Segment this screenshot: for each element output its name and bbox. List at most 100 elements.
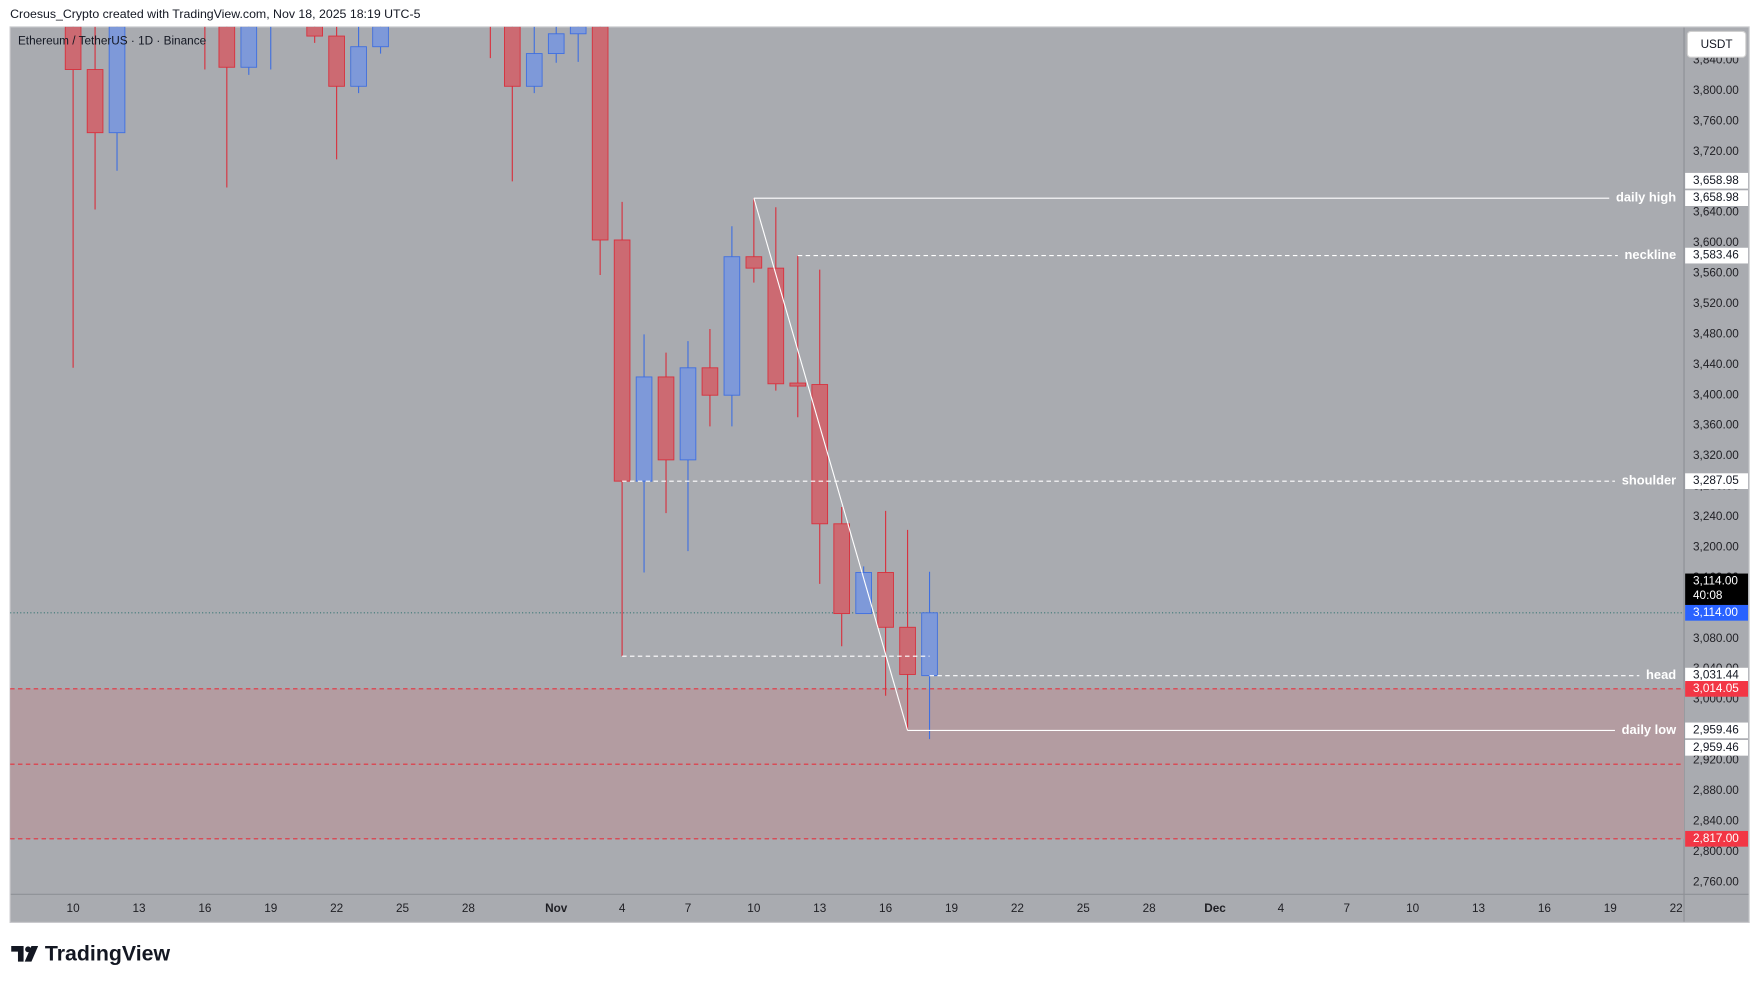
level-tag-label: 3,031.44 — [1693, 669, 1739, 682]
y-tick-label: 3,600.00 — [1693, 236, 1739, 249]
x-tick-label: 22 — [1670, 902, 1683, 915]
candle-body — [86, 69, 104, 134]
candle-body — [108, 26, 126, 134]
plot — [10, 0, 1685, 840]
candle-body — [679, 367, 697, 461]
y-tick-label: 2,920.00 — [1693, 754, 1739, 767]
candle-body — [525, 53, 543, 87]
x-tick-label: 7 — [1343, 902, 1350, 915]
y-tick-label: 3,520.00 — [1693, 297, 1739, 310]
price-tag-label: 3,014.05 — [1693, 682, 1739, 695]
candle-body — [482, 0, 498, 15]
x-tick-label: 16 — [1538, 902, 1552, 915]
candle-body — [547, 33, 565, 55]
x-tick-label: Nov — [545, 902, 568, 915]
candle-body — [899, 626, 916, 675]
x-tick-label: 13 — [1472, 902, 1486, 915]
x-tick-label: 19 — [1604, 902, 1617, 915]
y-tick-label: 3,200.00 — [1693, 540, 1739, 553]
y-tick-label: 2,800.00 — [1693, 845, 1739, 858]
candle-body — [701, 367, 719, 396]
level-tag — [1685, 667, 1749, 684]
x-tick-label: 4 — [1278, 902, 1285, 915]
candle-body — [503, 26, 521, 87]
candle-body — [64, 26, 82, 70]
credit: Croesus_Crypto created with TradingView.… — [10, 7, 420, 21]
x-tick-label: 16 — [879, 902, 893, 915]
logo-icon — [11, 945, 39, 962]
x-tick-label: 19 — [945, 902, 958, 915]
x-tick-label: 19 — [264, 902, 277, 915]
x-tick-label: 13 — [813, 902, 827, 915]
price-tag-label: 3,114.00 — [1693, 606, 1738, 619]
x-tick-label: 10 — [67, 902, 81, 915]
level-name: daily low — [1622, 722, 1677, 737]
symbol: Ethereum / TetherUS · 1D · Binance — [18, 35, 207, 48]
candle-body — [240, 26, 258, 68]
x-tick-label: 10 — [1406, 902, 1420, 915]
candle-body — [767, 267, 785, 385]
candle-body — [218, 26, 236, 68]
candle-body — [833, 523, 851, 615]
y-tick-label: 3,640.00 — [1693, 206, 1739, 219]
price-tag-label: 2,817.00 — [1693, 832, 1739, 845]
x-tick-label: Dec — [1204, 902, 1226, 915]
level-tag-label: 3,658.98 — [1693, 174, 1739, 187]
level-tag — [1685, 172, 1749, 189]
currency-box[interactable] — [1686, 30, 1747, 58]
candle-body — [723, 256, 741, 396]
x-tick-label: 28 — [1143, 902, 1157, 915]
level-tag — [1685, 739, 1749, 756]
x-tick-label: 28 — [462, 902, 476, 915]
candle-body — [657, 376, 675, 461]
price-tag — [1685, 604, 1749, 621]
candle-body — [789, 382, 807, 387]
level-tag-label: 2,959.46 — [1693, 741, 1739, 754]
price-tag — [1685, 573, 1749, 605]
level-tag-label: 2,959.46 — [1693, 724, 1739, 737]
price-tag — [1685, 830, 1749, 847]
level-tag-label: 3,658.98 — [1693, 191, 1739, 204]
x-tick-label: 22 — [1011, 902, 1024, 915]
candle-body — [745, 256, 763, 269]
x-tick-label: 10 — [747, 902, 761, 915]
x-tick-label: 13 — [132, 902, 146, 915]
level-name: shoulder — [1622, 473, 1676, 488]
level-tag — [1685, 247, 1749, 264]
y-tick-label: 2,760.00 — [1693, 875, 1739, 888]
y-tick-label: 3,080.00 — [1693, 632, 1739, 645]
y-tick-label: 3,480.00 — [1693, 327, 1739, 340]
candle-body — [855, 572, 872, 615]
level-tag-label: 3,287.05 — [1693, 474, 1739, 487]
y-tick-label: 3,320.00 — [1693, 449, 1739, 462]
logo: TradingView — [45, 942, 171, 966]
x-tick-label: 22 — [330, 902, 343, 915]
countdown: 40:08 — [1693, 589, 1723, 602]
candle-body — [328, 35, 345, 87]
x-tick-label: 4 — [619, 902, 626, 915]
x-tick-label: 25 — [396, 902, 410, 915]
candle-body — [350, 46, 367, 87]
y-tick-label: 3,440.00 — [1693, 358, 1739, 371]
chart-border — [9, 26, 1750, 923]
y-tick-label: 3,720.00 — [1693, 145, 1739, 158]
level-tag — [1685, 722, 1749, 739]
level-tag — [1685, 190, 1749, 207]
y-tick-label: 3,800.00 — [1693, 84, 1739, 97]
y-tick-label: 3,760.00 — [1693, 114, 1739, 127]
y-tick-label: 2,880.00 — [1693, 784, 1739, 797]
level-name: head — [1646, 667, 1676, 682]
candle-body — [613, 239, 631, 482]
level-name: daily high — [1616, 190, 1676, 205]
level-name: neckline — [1625, 247, 1677, 262]
trend-line — [753, 197, 909, 731]
y-tick-label: 3,360.00 — [1693, 419, 1739, 432]
y-tick-label: 3,560.00 — [1693, 267, 1739, 280]
currency[interactable]: USDT — [1701, 38, 1733, 51]
level-tag — [1685, 473, 1749, 490]
level-tag-label: 3,583.46 — [1693, 249, 1739, 262]
candle-body — [921, 612, 938, 677]
x-tick-label: 16 — [198, 902, 212, 915]
y-tick-label: 3,240.00 — [1693, 510, 1739, 523]
